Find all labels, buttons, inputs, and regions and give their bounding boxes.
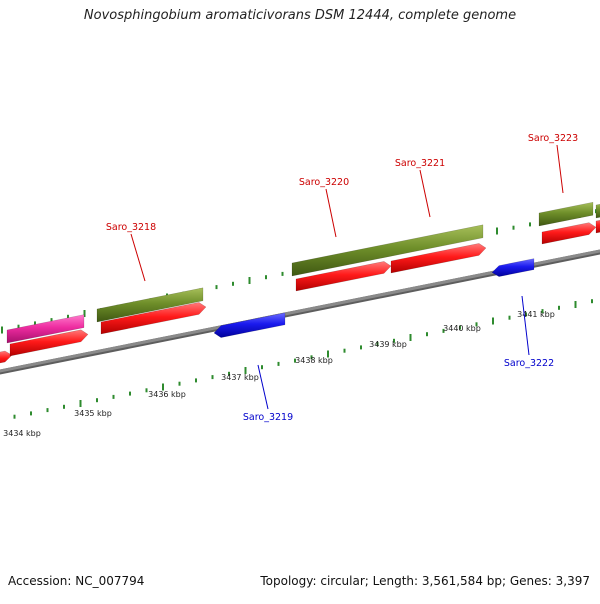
feature-layer (0, 201, 600, 364)
cds-forward-arrow (595, 219, 600, 234)
gene-label: Saro_3219 (243, 412, 293, 423)
scale-label: 3439 kbp (369, 340, 407, 349)
gene-label: Saro_3221 (395, 158, 445, 169)
gene-leader-line (325, 188, 337, 238)
gene-leader-line (556, 144, 564, 194)
gene-label: Saro_3218 (106, 222, 156, 233)
scale-label: 3434 kbp (3, 429, 41, 438)
gene-bar-olive (96, 287, 204, 323)
gene-bar-pink (6, 314, 85, 344)
scale-label: 3436 kbp (148, 390, 186, 399)
label-layer: 3434 kbp 3435 kbp 3436 kbp 3437 kbp 3438 kbp… (3, 133, 578, 438)
cds-forward-arrow (541, 222, 597, 245)
scale-label: 3437 kbp (221, 373, 259, 382)
gene-leader-line (521, 295, 530, 356)
scale-label: 3435 kbp (74, 409, 112, 418)
scale-label: 3441 kbp (517, 310, 555, 319)
accession-label: Accession: NC_007794 (8, 574, 145, 588)
tick-layer (1, 209, 597, 419)
gene-leader-line (257, 364, 269, 410)
gene-leader-line (130, 233, 146, 282)
cds-reverse-arrow (491, 258, 535, 277)
gene-label: Saro_3220 (299, 177, 349, 188)
cds-forward-arrow (9, 329, 89, 357)
scale-label: 3438 kbp (295, 356, 333, 365)
cds-forward-arrow (0, 350, 13, 364)
gene-bar-olive (595, 203, 600, 219)
cds-forward-arrow (100, 302, 207, 335)
cds-forward-arrow (295, 261, 392, 292)
gene-bar-olive (291, 224, 484, 277)
gene-leader-line (419, 169, 431, 218)
gene-label: Saro_3223 (528, 133, 578, 144)
gene-bar-olive (538, 201, 594, 227)
cds-reverse-arrow (213, 312, 286, 338)
cds-forward-arrow (390, 243, 487, 274)
scale-label: 3440 kbp (443, 324, 481, 333)
gene-label: Saro_3222 (504, 358, 554, 369)
genome-summary: Topology: circular; Length: 3,561,584 bp… (260, 574, 590, 588)
genome-title: Novosphingobium aromaticivorans DSM 1244… (83, 8, 517, 23)
